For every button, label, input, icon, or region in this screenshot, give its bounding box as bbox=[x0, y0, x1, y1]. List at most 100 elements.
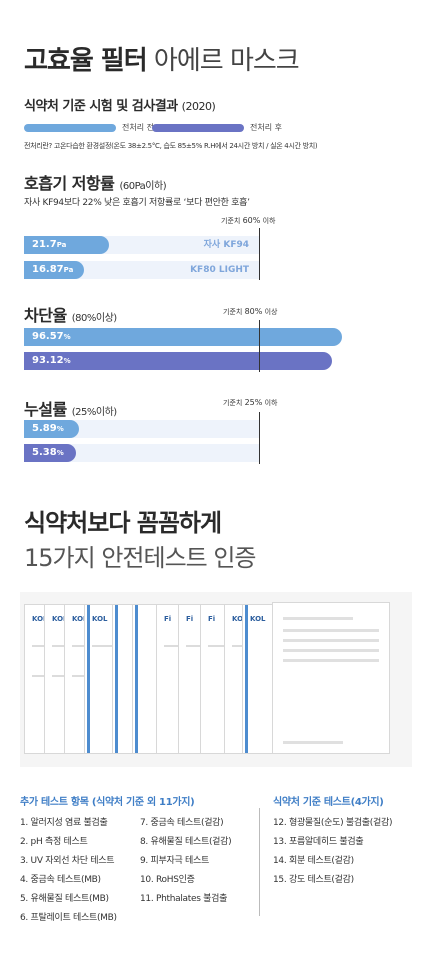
leakage-standard-line bbox=[259, 412, 260, 464]
leakage-bar-post bbox=[24, 444, 76, 462]
leakage-track-2 bbox=[24, 444, 260, 462]
resistance-value-2-num: 16.87 bbox=[32, 264, 64, 275]
leakage-standard-label: 기준치 25% 이하 bbox=[223, 398, 277, 408]
doc-text-line bbox=[72, 675, 92, 677]
list-item: 3. UV 자외선 차단 테스트 bbox=[20, 856, 115, 866]
legend-label-post: 전처리 후 bbox=[250, 123, 282, 132]
doc-table-row bbox=[283, 617, 353, 620]
leakage-standard-value: 25% bbox=[244, 398, 263, 407]
legend-label-pre: 전처리 전 bbox=[122, 123, 154, 132]
list-item: 13. 포름알데히드 불검출 bbox=[273, 837, 364, 847]
filtration-standard-label: 기준치 80% 이상 bbox=[223, 307, 277, 317]
list-item: 2. pH 측정 테스트 bbox=[20, 837, 88, 847]
list-item: 14. 회분 테스트(겉감) bbox=[273, 856, 354, 866]
certificate-doc-wide bbox=[272, 602, 390, 754]
filtration-value-1: 96.57% bbox=[32, 328, 71, 346]
resistance-value-1-unit: Pa bbox=[56, 241, 67, 249]
list-item: 1. 알러지성 염료 불검출 bbox=[20, 818, 108, 828]
list-item: 6. 프탈레이트 테스트(MB) bbox=[20, 913, 117, 923]
legend-swatch-pre bbox=[24, 123, 116, 132]
doc-text-line bbox=[164, 645, 190, 647]
leakage-value-2: 5.38% bbox=[32, 444, 64, 462]
certificate-doc-logo: KOL bbox=[72, 615, 88, 623]
list-item: 9. 피부자극 테스트 bbox=[140, 856, 209, 866]
doc-text-line bbox=[186, 645, 212, 647]
certificate-doc-logo: KOL bbox=[232, 615, 248, 623]
doc-text-line bbox=[52, 675, 72, 677]
filtration-standard-suffix: 이상 bbox=[264, 308, 278, 316]
extra-tests-list-col1: 1. 알러지성 염료 불검출 2. pH 측정 테스트 3. UV 자외선 차단… bbox=[20, 815, 117, 929]
resistance-standard-label: 기준치 60% 이하 bbox=[221, 216, 275, 226]
filtration-standard-prefix: 기준치 bbox=[223, 308, 243, 316]
certification-headline-2: 15가지 안전테스트 인증 bbox=[24, 544, 257, 572]
filtration-bar-post bbox=[24, 352, 332, 370]
certificate-doc-logo: KOL bbox=[32, 615, 48, 623]
list-item: 8. 유해물질 테스트(겉감) bbox=[140, 837, 232, 847]
resistance-bar-kf94 bbox=[24, 236, 109, 254]
legend-post-treatment: 전처리 후 bbox=[152, 122, 282, 133]
test-results-year: (2020) bbox=[181, 100, 216, 113]
certificate-doc-logo: KOL bbox=[52, 615, 68, 623]
resistance-standard-prefix: 기준치 bbox=[221, 217, 241, 225]
leakage-title: 누설률 (25%이하) bbox=[24, 396, 117, 420]
doc-text-line bbox=[32, 675, 52, 677]
certificate-doc-logo: Fi bbox=[208, 615, 216, 623]
test-results-title: 식약처 기준 시험 및 검사결과 (2020) bbox=[24, 95, 216, 114]
filtration-criterion: (80%이상) bbox=[71, 313, 117, 324]
resistance-value-1: 21.7Pa bbox=[32, 236, 66, 254]
doc-stripe bbox=[135, 605, 138, 753]
resistance-criterion: (60Pa이하) bbox=[119, 181, 167, 192]
doc-stripe bbox=[87, 605, 90, 753]
certification-headline-1: 식약처보다 꼼꼼하게 bbox=[24, 509, 222, 537]
test-results-title-text: 식약처 기준 시험 및 검사결과 bbox=[24, 99, 178, 114]
leakage-bar-pre bbox=[24, 420, 79, 438]
doc-table-row bbox=[283, 629, 379, 632]
list-item: 15. 강도 테스트(겉감) bbox=[273, 875, 354, 885]
doc-stripe bbox=[245, 605, 248, 753]
legend-pre-treatment: 전처리 전 bbox=[24, 122, 154, 133]
page-headline: 고효율 필터 아에르 마스크 bbox=[24, 40, 300, 77]
certificate-documents-image: KOL KOL KOL KOL Fi Fi Fi KOL KOL bbox=[20, 592, 412, 767]
filtration-value-1-unit: % bbox=[63, 333, 71, 341]
leakage-standard-prefix: 기준치 bbox=[223, 399, 243, 407]
filtration-bar-pre bbox=[24, 328, 342, 346]
doc-stripe bbox=[115, 605, 118, 753]
list-item: 4. 중금속 테스트(MB) bbox=[20, 875, 101, 885]
filtration-standard-line bbox=[259, 320, 260, 372]
extra-tests-list-col2: 7. 중금속 테스트(겉감) 8. 유해물질 테스트(겉감) 9. 피부자극 테… bbox=[140, 815, 232, 910]
resistance-description: 자사 KF94보다 22% 낮은 호흡기 저항률로 ‘보다 편안한 호흡’ bbox=[24, 198, 250, 208]
pretreatment-condition-note: 전처리란? 고온다습한 환경설정(온도 38±2.5°C, 습도 85±5% R… bbox=[24, 142, 318, 150]
filtration-title-text: 차단율 bbox=[24, 306, 67, 325]
leakage-value-2-unit: % bbox=[56, 449, 64, 457]
headline-bold: 고효율 필터 bbox=[24, 46, 148, 76]
legend-swatch-post bbox=[152, 123, 244, 132]
leakage-title-text: 누설률 bbox=[24, 400, 67, 419]
resistance-title: 호흡기 저항률 (60Pa이하) bbox=[24, 170, 167, 194]
resistance-standard-value: 60% bbox=[242, 216, 261, 225]
doc-table-row bbox=[283, 639, 379, 642]
list-item: 12. 형광물질(순도) 불검출(겉감) bbox=[273, 818, 393, 828]
resistance-value-2-unit: Pa bbox=[63, 266, 74, 274]
leakage-value-1: 5.89% bbox=[32, 420, 64, 438]
list-item: 10. RoHS인증 bbox=[140, 875, 195, 885]
resistance-title-text: 호흡기 저항률 bbox=[24, 174, 115, 193]
filtration-value-2-unit: % bbox=[63, 357, 71, 365]
leakage-value-1-unit: % bbox=[56, 425, 64, 433]
leakage-value-2-num: 5.38 bbox=[32, 447, 57, 458]
list-item: 5. 유해물질 테스트(MB) bbox=[20, 894, 109, 904]
list-divider bbox=[259, 808, 260, 916]
filtration-value-1-num: 96.57 bbox=[32, 331, 64, 342]
resistance-standard-line bbox=[259, 228, 260, 280]
headline-light: 아에르 마스크 bbox=[153, 46, 300, 76]
resistance-bar-kf80 bbox=[24, 261, 84, 279]
filtration-value-2: 93.12% bbox=[32, 352, 71, 370]
certificate-doc-logo: Fi bbox=[186, 615, 194, 623]
leakage-value-1-num: 5.89 bbox=[32, 423, 57, 434]
leakage-standard-suffix: 이하 bbox=[264, 399, 278, 407]
leakage-criterion: (25%이하) bbox=[71, 407, 117, 418]
certificate-doc-logo: Fi bbox=[164, 615, 172, 623]
resistance-standard-suffix: 이하 bbox=[262, 217, 276, 225]
certificate-doc-logo: KOL bbox=[250, 615, 266, 623]
extra-tests-heading: 추가 테스트 항목 (식약처 기준 외 11가지) bbox=[20, 797, 195, 808]
list-item: 7. 중금속 테스트(겉감) bbox=[140, 818, 224, 828]
